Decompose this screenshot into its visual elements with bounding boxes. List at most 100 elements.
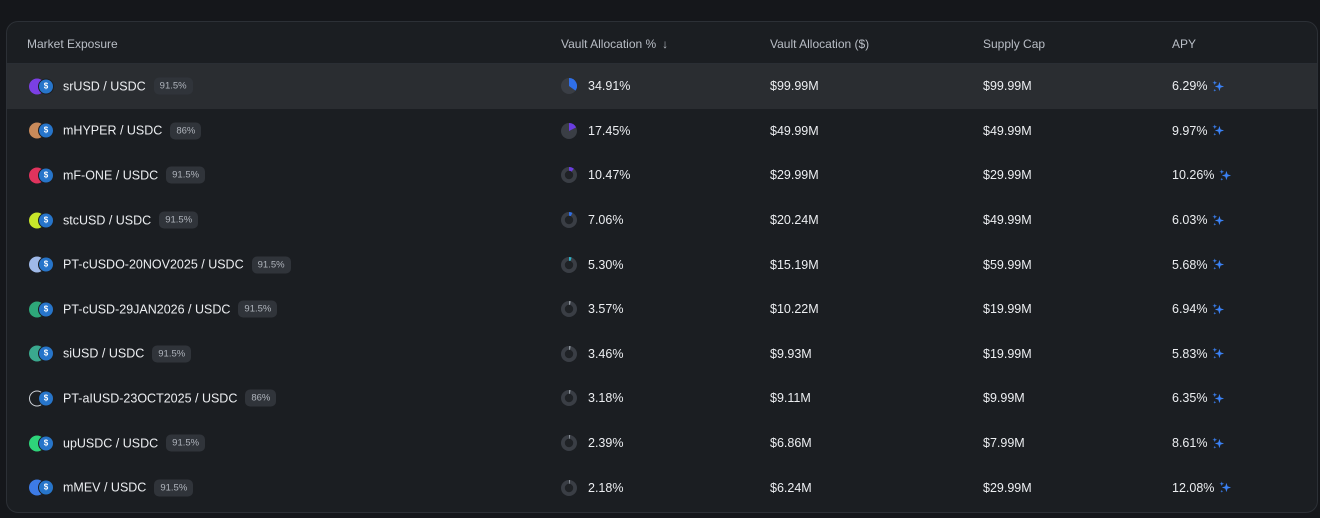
supply-cap-value: $29.99M [983, 480, 1032, 495]
allocation-pct-value: 5.30% [588, 257, 624, 272]
header-apy[interactable]: APY [1172, 37, 1197, 51]
market-cell: $ srUSD / USDC 91.5% [29, 77, 193, 95]
market-cell: $ mHYPER / USDC 86% [29, 122, 202, 140]
table-row[interactable]: $ mHYPER / USDC 86% 17.45% $49.99M $49.99M 9.9… [7, 109, 1317, 154]
market-pair-label[interactable]: mMEV / USDC [63, 480, 147, 495]
lltv-badge: 91.5% [166, 166, 206, 184]
market-pair-label[interactable]: mF-ONE / USDC [63, 168, 159, 183]
token-pair-icon: $ [29, 256, 55, 273]
header-vault-allocation-pct[interactable]: Vault Allocation % ↓ [561, 37, 668, 51]
lltv-badge: 86% [170, 122, 202, 140]
token-pair-icon: $ [29, 122, 55, 139]
allocation-pct-cell: 17.45% [561, 122, 631, 139]
usdc-icon: $ [38, 345, 54, 362]
usdc-icon: $ [38, 212, 54, 229]
supply-cap-value: $29.99M [983, 168, 1032, 183]
lltv-badge: 91.5% [238, 300, 278, 318]
header-vault-allocation-usd[interactable]: Vault Allocation ($) [770, 37, 870, 51]
sparkle-icon[interactable] [1219, 169, 1232, 182]
allocation-pct-value: 2.18% [588, 480, 624, 495]
allocation-pct-cell: 3.18% [561, 390, 624, 407]
supply-cap-value: $99.99M [983, 79, 1032, 94]
allocation-pct-value: 10.47% [588, 168, 631, 183]
lltv-badge: 91.5% [159, 211, 199, 229]
table-row[interactable]: $ upUSDC / USDC 91.5% 2.39% $6.86M $7.99M 8.61… [7, 421, 1317, 466]
allocation-usd-value: $9.11M [770, 391, 811, 406]
market-pair-label[interactable]: PT-aIUSD-23OCT2025 / USDC [63, 391, 238, 406]
usdc-icon: $ [38, 301, 54, 318]
header-market-exposure[interactable]: Market Exposure [27, 37, 118, 51]
apy-value: 9.97% [1172, 123, 1208, 138]
usdc-icon: $ [38, 479, 54, 496]
apy-value: 5.68% [1172, 257, 1208, 272]
sparkle-icon[interactable] [1212, 124, 1225, 137]
table-row[interactable]: $ stcUSD / USDC 91.5% 7.06% $20.24M $49.99M 6.… [7, 198, 1317, 243]
usdc-icon: $ [38, 78, 54, 95]
allocation-usd-value: $29.99M [770, 168, 819, 183]
token-pair-icon: $ [29, 167, 55, 184]
allocation-pct-value: 34.91% [588, 79, 631, 94]
allocation-pie-hole [564, 394, 574, 403]
sparkle-icon[interactable] [1212, 214, 1225, 227]
apy-value: 8.61% [1172, 436, 1208, 451]
token-pair-icon: $ [29, 479, 55, 496]
allocation-pie-icon [561, 167, 577, 184]
table-row[interactable]: $ srUSD / USDC 91.5% 34.91% $99.99M $99.99M 6.… [7, 64, 1317, 109]
market-pair-label[interactable]: srUSD / USDC [63, 79, 146, 94]
supply-cap-value: $49.99M [983, 213, 1032, 228]
table-row[interactable]: $ mMEV / USDC 91.5% 2.18% $6.24M $29.99M 12.08… [7, 465, 1317, 510]
allocation-pie-hole [564, 171, 574, 180]
sparkle-icon[interactable] [1212, 258, 1225, 271]
allocation-pct-cell: 5.30% [561, 256, 624, 273]
sparkle-icon[interactable] [1212, 303, 1225, 316]
market-pair-label[interactable]: stcUSD / USDC [63, 213, 152, 228]
sparkle-icon[interactable] [1212, 80, 1225, 93]
allocation-pct-value: 3.18% [588, 391, 624, 406]
sparkle-icon[interactable] [1212, 347, 1225, 360]
token-pair-icon: $ [29, 301, 55, 318]
market-cell: $ PT-aIUSD-23OCT2025 / USDC 86% [29, 389, 277, 407]
allocation-pie-hole [564, 305, 574, 314]
allocation-usd-value: $9.93M [770, 346, 812, 361]
market-pair-label[interactable]: mHYPER / USDC [63, 123, 163, 138]
supply-cap-value: $19.99M [983, 302, 1032, 317]
apy-value: 12.08% [1172, 480, 1215, 495]
sparkle-icon[interactable] [1219, 481, 1232, 494]
sparkle-icon[interactable] [1212, 392, 1225, 405]
allocation-pct-value: 17.45% [588, 123, 631, 138]
table-row[interactable]: $ mF-ONE / USDC 91.5% 10.47% $29.99M $29.99M 1… [7, 153, 1317, 198]
table-row[interactable]: $ PT-cUSDO-20NOV2025 / USDC 91.5% 5.30% $15.… [7, 242, 1317, 287]
token-pair-icon: $ [29, 390, 55, 407]
market-pair-label[interactable]: siUSD / USDC [63, 346, 145, 361]
supply-cap-value: $7.99M [983, 436, 1025, 451]
market-pair-label[interactable]: upUSDC / USDC [63, 436, 159, 451]
apy-cell: 8.61% [1172, 436, 1225, 450]
supply-cap-value: $49.99M [983, 123, 1032, 138]
apy-cell: 5.83% [1172, 347, 1225, 361]
token-pair-icon: $ [29, 212, 55, 229]
supply-cap-value: $59.99M [983, 257, 1032, 272]
apy-value: 6.29% [1172, 79, 1208, 94]
market-pair-label[interactable]: PT-cUSDO-20NOV2025 / USDC [63, 257, 244, 272]
allocation-pie-icon [561, 122, 577, 139]
allocation-pie-hole [564, 215, 574, 225]
usdc-icon: $ [38, 390, 54, 407]
table-row[interactable]: $ PT-cUSD-29JAN2026 / USDC 91.5% 3.57% $10.2… [7, 287, 1317, 332]
table-row[interactable]: $ PT-aIUSD-23OCT2025 / USDC 86% 3.18% $9.11M… [7, 376, 1317, 421]
allocation-pie-icon [561, 390, 577, 407]
vault-allocation-table: Market Exposure Vault Allocation % ↓ Vaul… [6, 21, 1318, 513]
allocation-pie-hole [564, 483, 574, 492]
table-row[interactable]: $ siUSD / USDC 91.5% 3.46% $9.93M $19.99M 5.83… [7, 332, 1317, 377]
allocation-pie-slice [569, 122, 577, 131]
header-supply-cap[interactable]: Supply Cap [983, 37, 1046, 51]
arrow-down-icon[interactable]: ↓ [662, 37, 669, 51]
allocation-usd-value: $20.24M [770, 213, 819, 228]
usdc-icon: $ [38, 435, 54, 452]
allocation-pct-value: 2.39% [588, 436, 624, 451]
apy-cell: 6.35% [1172, 391, 1225, 405]
sparkle-icon[interactable] [1212, 437, 1225, 450]
allocation-pie-slice [569, 78, 577, 91]
market-pair-label[interactable]: PT-cUSD-29JAN2026 / USDC [63, 302, 231, 317]
lltv-badge: 91.5% [152, 345, 192, 363]
token-pair-icon: $ [29, 78, 55, 95]
